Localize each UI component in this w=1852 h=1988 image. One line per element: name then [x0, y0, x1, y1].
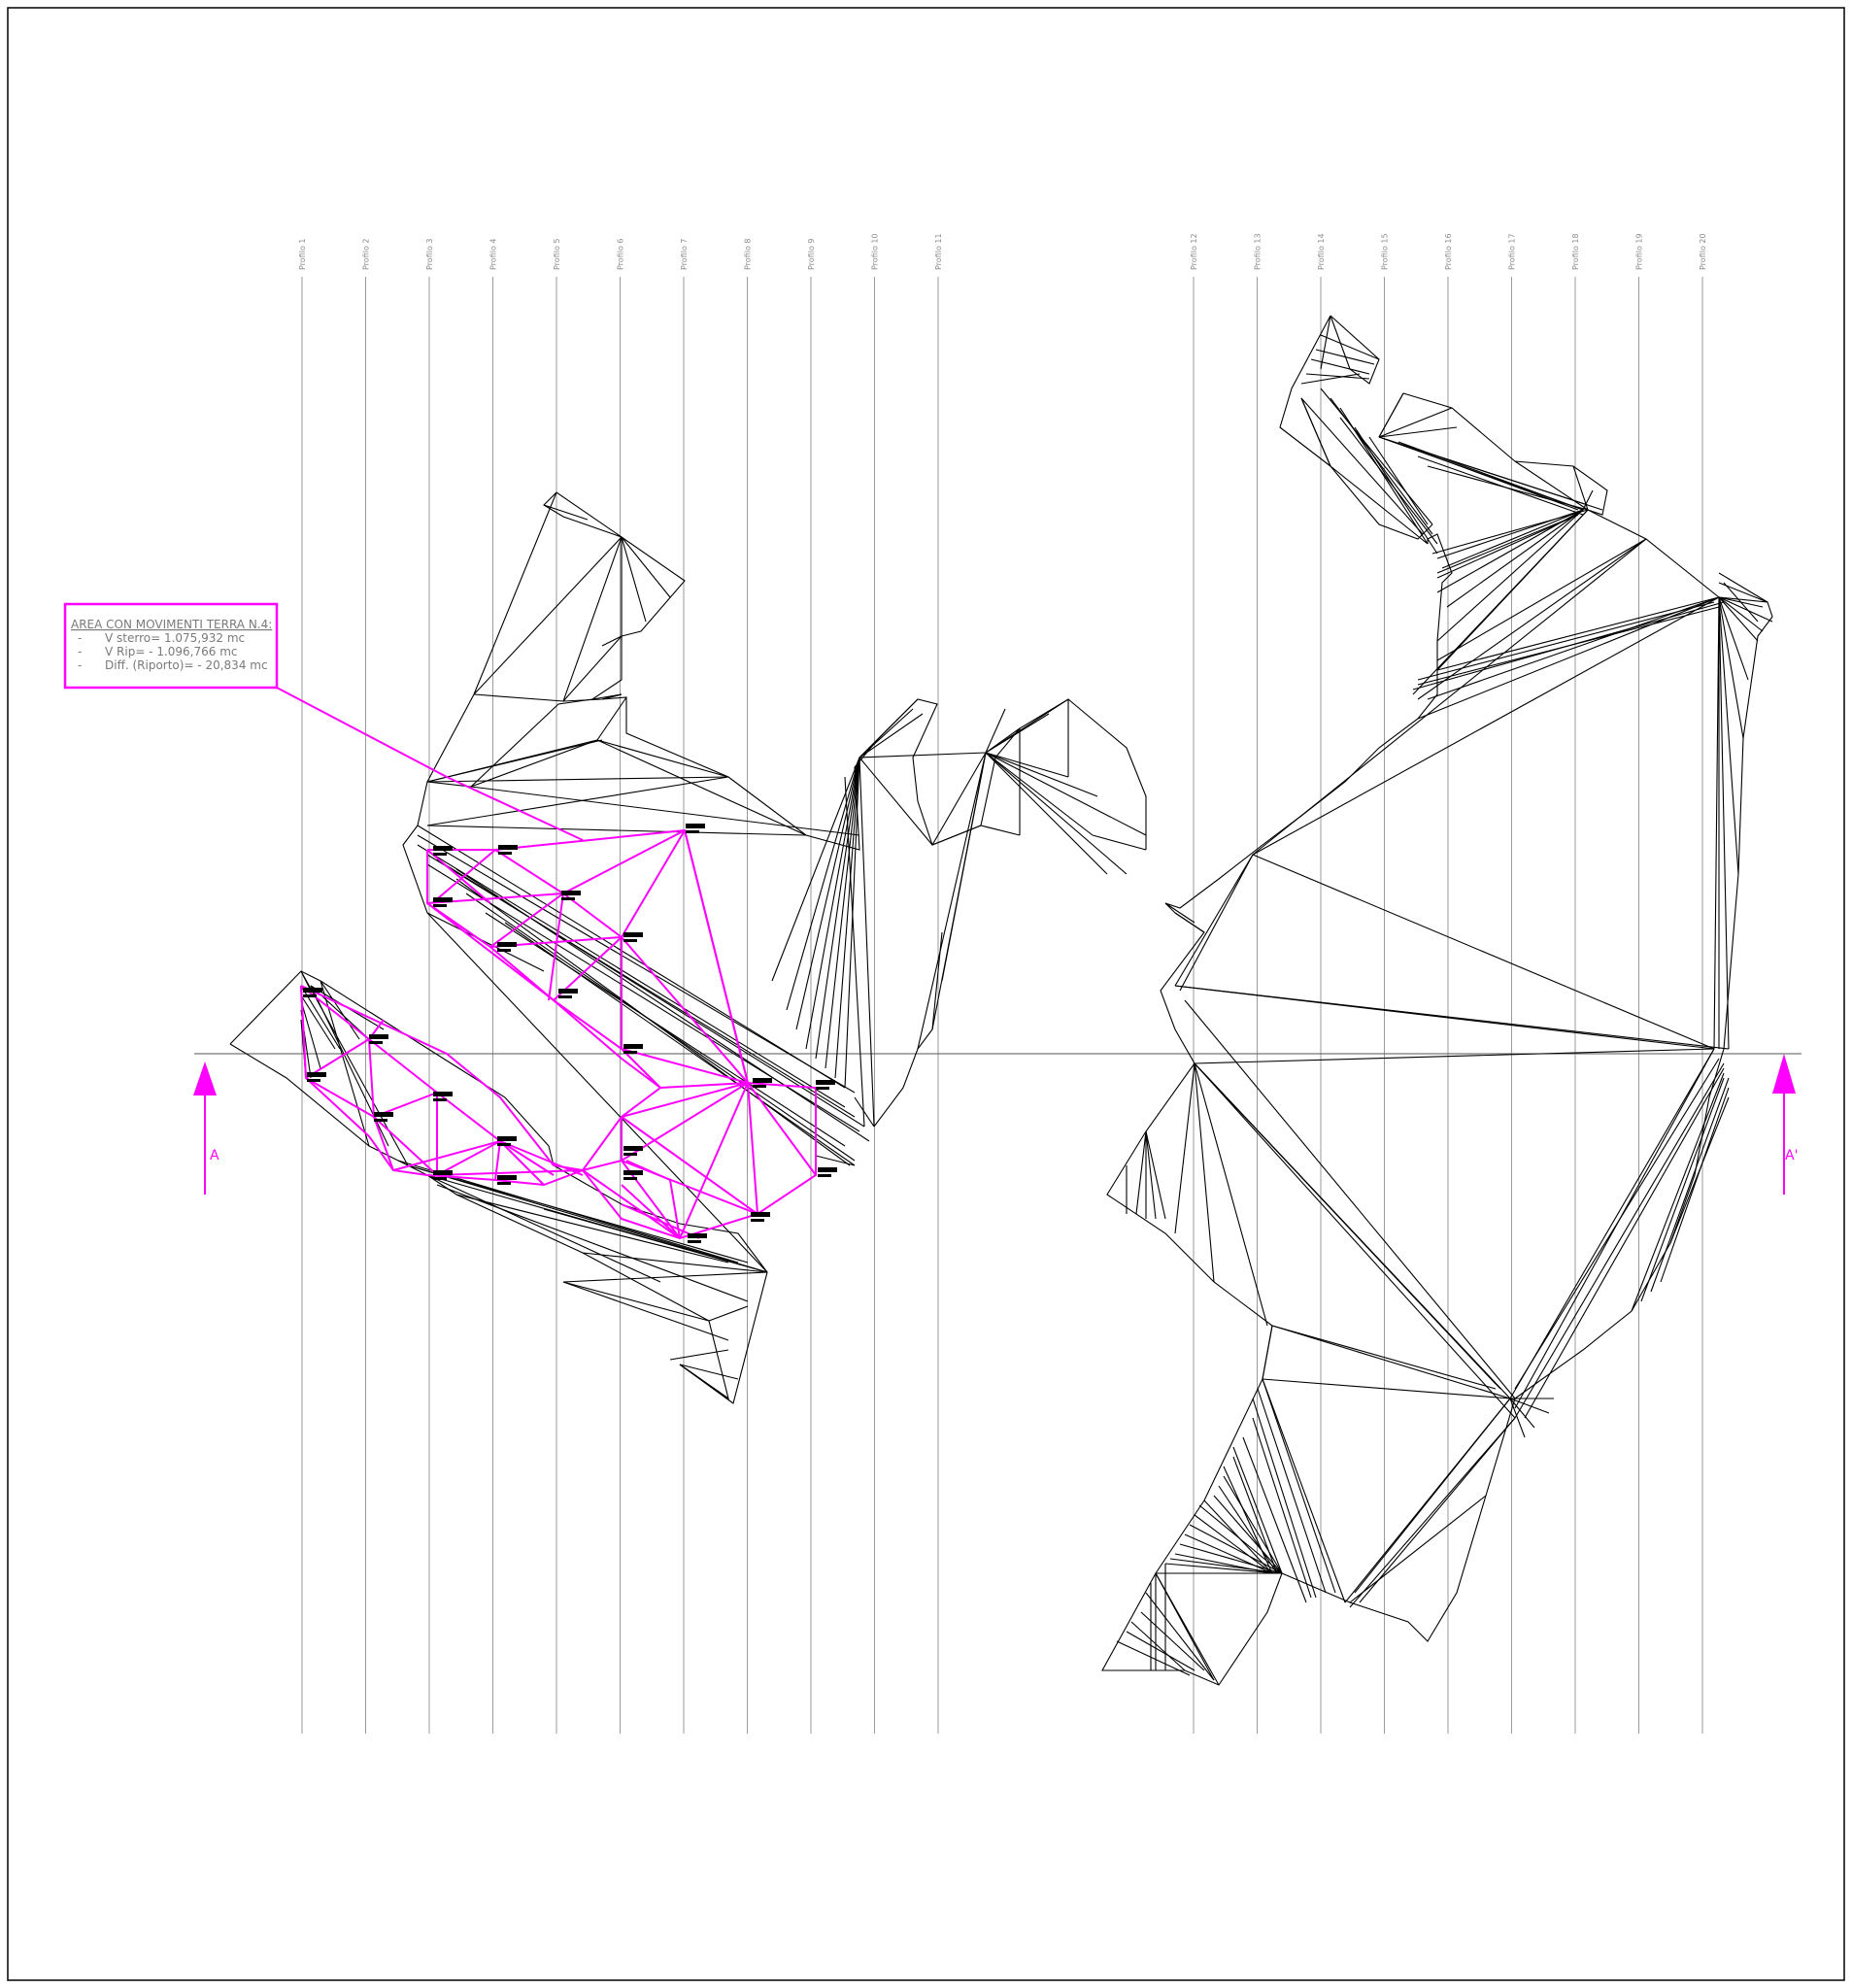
profile-label: Profilo 13	[1254, 233, 1263, 270]
legend-bullet-3: -	[78, 658, 82, 672]
section-arrow-right: A'	[1772, 1054, 1798, 1195]
profile-label: Profilo 15	[1381, 233, 1390, 270]
profile-label: Profilo 8	[744, 239, 753, 270]
left-area-mesh	[229, 491, 1147, 1404]
legend-leader-line	[276, 687, 584, 841]
profile-label: Profilo 2	[362, 239, 371, 270]
profile-label: Profilo 18	[1571, 233, 1580, 270]
section-line: A A'	[193, 1053, 1801, 1195]
profile-label: Profilo 6	[617, 239, 625, 270]
profile-label: Profilo 16	[1444, 233, 1453, 270]
legend-title: AREA CON MOVIMENTI TERRA N.4:	[71, 618, 272, 631]
profile-label: Profilo 7	[680, 239, 689, 270]
profile-label: Profilo 9	[807, 239, 816, 270]
section-label-start: A	[210, 1148, 219, 1163]
section-label-end: A'	[1785, 1148, 1798, 1163]
profile-label: Profilo 4	[489, 239, 498, 270]
legend-item-difference: Diff. (Riporto)= - 20,834 mc	[105, 658, 268, 672]
earthwork-legend: AREA CON MOVIMENTI TERRA N.4: - V sterro…	[63, 602, 279, 690]
profile-label: Profilo 3	[425, 239, 434, 270]
profile-label: Profilo 20	[1699, 233, 1707, 270]
section-arrow-left: A	[193, 1061, 219, 1195]
legend-bullet-1: -	[78, 631, 82, 645]
legend-item-sterro: V sterro= 1.075,932 mc	[105, 631, 245, 645]
profile-label: Profilo 1	[298, 239, 307, 270]
survey-point-labels	[303, 824, 837, 1243]
profile-label: Profilo 10	[871, 233, 880, 270]
right-area-mesh	[1101, 315, 1773, 1686]
earthwork-area-mesh	[300, 828, 817, 1240]
profile-label: Profilo 17	[1508, 233, 1517, 270]
profile-label: Profilo 5	[553, 239, 561, 270]
profile-lines: Profilo 1 Profilo 2 Profilo 3 Profilo 4 Prof…	[298, 233, 1707, 1734]
profile-label: Profilo 11	[934, 233, 943, 270]
profile-label: Profilo 19	[1635, 233, 1644, 270]
legend-bullet-2: -	[78, 645, 82, 658]
profile-label: Profilo 12	[1190, 233, 1198, 270]
profile-label: Profilo 14	[1317, 233, 1326, 270]
sheet-border	[7, 7, 1845, 1981]
legend-item-riporto: V Rip= - 1.096,766 mc	[105, 645, 238, 658]
